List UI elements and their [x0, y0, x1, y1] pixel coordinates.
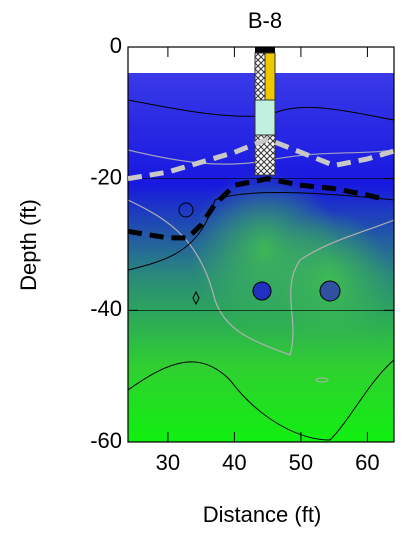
x-tick-label: 50: [289, 450, 313, 475]
y-axis-label: Depth (ft): [16, 199, 41, 291]
dashed-line: [128, 176, 382, 241]
x-tick-label: 30: [156, 450, 180, 475]
borehole-label: B-8: [248, 8, 282, 33]
x-axis-label: Distance (ft): [203, 502, 322, 527]
x-tick-label: 40: [222, 450, 246, 475]
y-tick-label: -40: [90, 296, 122, 321]
x-tick-label: 60: [355, 450, 379, 475]
dashed-line: [128, 136, 394, 182]
boring-log: [254, 47, 276, 176]
y-tick-label: -60: [90, 428, 122, 453]
y-tick-label: -20: [90, 164, 122, 189]
y-tick-label: 0: [110, 33, 122, 58]
